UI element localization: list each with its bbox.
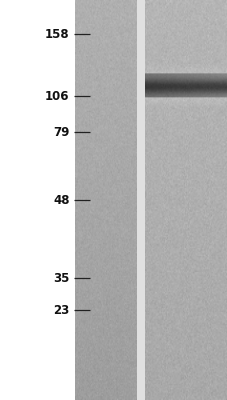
Text: 158: 158	[45, 28, 69, 40]
Text: 106: 106	[45, 90, 69, 102]
Bar	[0, 0, 75, 400]
Text: 35: 35	[53, 272, 69, 284]
Text: 48: 48	[53, 194, 69, 206]
Text: 23: 23	[53, 304, 69, 316]
Text: 79: 79	[53, 126, 69, 138]
